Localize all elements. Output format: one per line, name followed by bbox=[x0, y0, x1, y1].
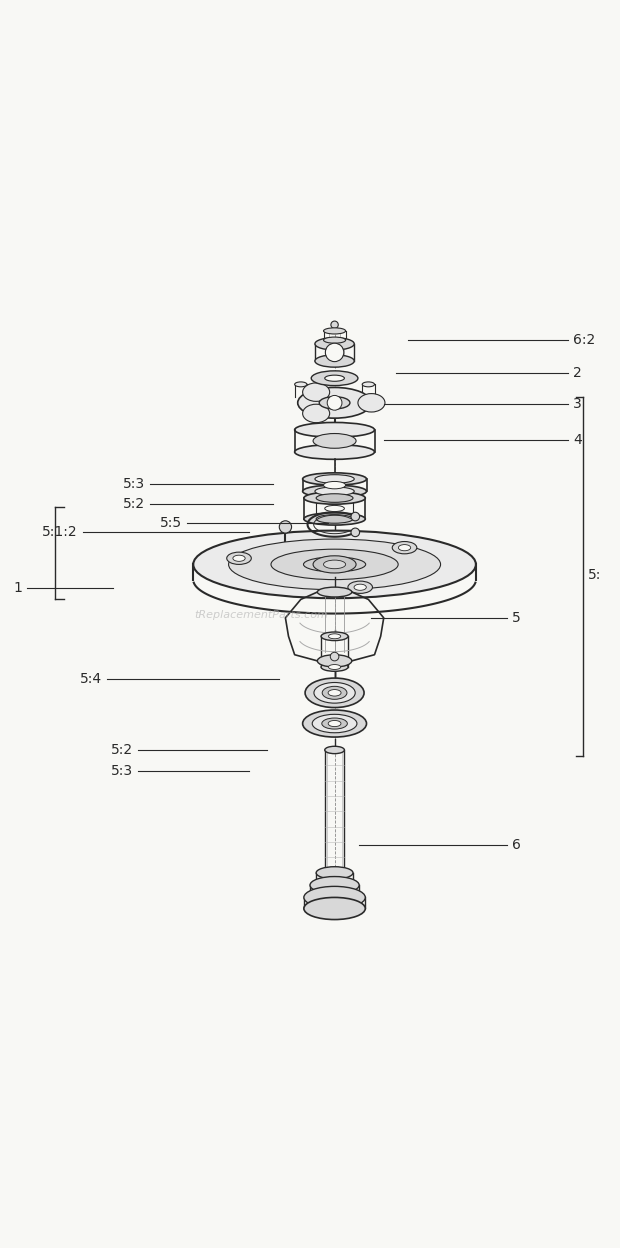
Circle shape bbox=[326, 343, 344, 362]
Ellipse shape bbox=[304, 492, 365, 504]
Ellipse shape bbox=[316, 866, 353, 879]
Text: 5:2: 5:2 bbox=[123, 497, 145, 512]
Ellipse shape bbox=[325, 505, 344, 512]
Ellipse shape bbox=[271, 549, 398, 579]
Circle shape bbox=[330, 653, 339, 661]
Text: 5:1:2: 5:1:2 bbox=[42, 525, 78, 539]
Text: 2: 2 bbox=[573, 367, 582, 381]
Circle shape bbox=[331, 321, 339, 328]
Ellipse shape bbox=[311, 371, 358, 386]
Ellipse shape bbox=[324, 482, 345, 489]
Text: 5: 5 bbox=[512, 610, 520, 625]
Ellipse shape bbox=[294, 382, 307, 387]
Circle shape bbox=[351, 512, 360, 520]
Ellipse shape bbox=[321, 631, 348, 640]
Ellipse shape bbox=[317, 655, 352, 666]
Ellipse shape bbox=[303, 383, 330, 402]
Ellipse shape bbox=[315, 338, 354, 349]
Ellipse shape bbox=[303, 710, 366, 738]
Ellipse shape bbox=[303, 485, 366, 498]
Ellipse shape bbox=[354, 584, 366, 590]
Ellipse shape bbox=[324, 560, 345, 569]
Ellipse shape bbox=[321, 663, 348, 671]
Ellipse shape bbox=[329, 634, 341, 639]
Ellipse shape bbox=[317, 587, 352, 597]
Circle shape bbox=[279, 520, 291, 533]
Ellipse shape bbox=[328, 690, 341, 696]
Ellipse shape bbox=[313, 433, 356, 448]
Ellipse shape bbox=[328, 720, 341, 726]
Ellipse shape bbox=[304, 513, 365, 525]
Ellipse shape bbox=[324, 337, 345, 343]
Text: 3: 3 bbox=[573, 397, 582, 411]
Text: 5:4: 5:4 bbox=[80, 673, 102, 686]
Ellipse shape bbox=[315, 474, 354, 483]
Text: 6: 6 bbox=[512, 839, 520, 852]
Text: 5:5: 5:5 bbox=[160, 515, 182, 529]
Ellipse shape bbox=[313, 555, 356, 573]
Ellipse shape bbox=[392, 542, 417, 554]
Ellipse shape bbox=[362, 382, 374, 387]
Ellipse shape bbox=[329, 664, 341, 669]
Circle shape bbox=[351, 528, 360, 537]
Text: tReplacementParts.com: tReplacementParts.com bbox=[194, 610, 328, 620]
Text: 5:: 5: bbox=[588, 568, 602, 582]
Text: 4: 4 bbox=[573, 433, 582, 447]
Ellipse shape bbox=[294, 444, 374, 459]
Ellipse shape bbox=[358, 393, 385, 412]
Text: 5:2: 5:2 bbox=[111, 743, 133, 758]
Text: 5:3: 5:3 bbox=[123, 477, 145, 490]
Ellipse shape bbox=[315, 487, 354, 495]
Ellipse shape bbox=[325, 376, 344, 382]
Ellipse shape bbox=[319, 397, 350, 409]
Ellipse shape bbox=[325, 746, 344, 754]
Ellipse shape bbox=[314, 683, 355, 703]
Ellipse shape bbox=[399, 544, 410, 550]
Ellipse shape bbox=[322, 686, 347, 699]
Text: 5:3: 5:3 bbox=[111, 765, 133, 779]
Ellipse shape bbox=[305, 678, 364, 708]
Ellipse shape bbox=[324, 328, 345, 334]
Ellipse shape bbox=[304, 886, 365, 909]
Circle shape bbox=[327, 396, 342, 411]
Ellipse shape bbox=[298, 387, 371, 418]
Ellipse shape bbox=[193, 530, 476, 598]
Ellipse shape bbox=[312, 714, 357, 733]
Ellipse shape bbox=[303, 473, 366, 485]
Text: 6:2: 6:2 bbox=[573, 332, 595, 347]
Ellipse shape bbox=[229, 539, 441, 590]
Ellipse shape bbox=[316, 494, 353, 503]
Ellipse shape bbox=[303, 404, 330, 423]
Ellipse shape bbox=[304, 897, 365, 920]
Ellipse shape bbox=[315, 354, 354, 367]
Ellipse shape bbox=[294, 423, 374, 437]
Ellipse shape bbox=[227, 552, 251, 564]
Ellipse shape bbox=[322, 718, 347, 729]
Text: 1: 1 bbox=[14, 582, 22, 595]
Ellipse shape bbox=[348, 582, 373, 593]
Ellipse shape bbox=[316, 514, 353, 523]
Ellipse shape bbox=[233, 555, 245, 562]
Ellipse shape bbox=[310, 876, 359, 894]
Ellipse shape bbox=[303, 557, 366, 572]
